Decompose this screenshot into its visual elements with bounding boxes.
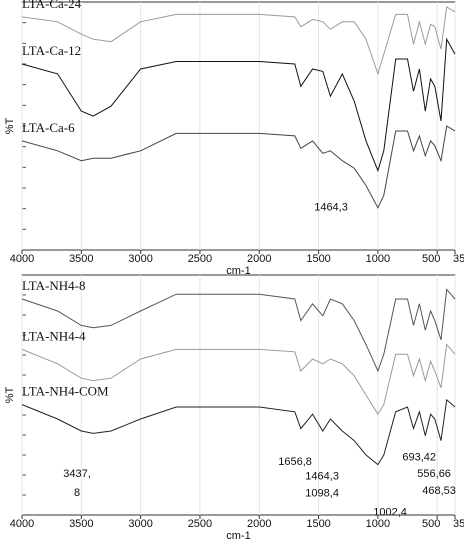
x-tick-label: 4000 [10, 253, 34, 265]
series-label: LTA-Ca-6 [22, 120, 75, 135]
annotation: 1464,3 [305, 471, 339, 483]
annotation: 1464,3 [314, 202, 348, 214]
annotation: 1098,4 [305, 487, 339, 499]
series-line [21, 125, 456, 209]
series-label: LTA-Ca-24 [22, 0, 82, 11]
x-axis-label: cm-1 [226, 265, 250, 277]
series-label: LTA-NH4-8 [22, 278, 85, 293]
x-tick-label: 500 [422, 518, 440, 530]
x-tick-label: 1000 [366, 253, 390, 265]
annotation: 1002,4 [373, 507, 407, 519]
series-line [21, 288, 456, 373]
x-tick-label: 2000 [247, 518, 271, 530]
x-tick-label: 500 [422, 253, 440, 265]
series-line [21, 398, 456, 466]
annotation: 8 [74, 487, 80, 499]
annotation: 1656,8 [278, 456, 312, 468]
x-tick-label: 3500 [69, 253, 93, 265]
x-tick-label: 1000 [366, 518, 390, 530]
x-tick-label: 3000 [128, 518, 152, 530]
x-tick-label: 3000 [128, 253, 152, 265]
annotation: 693,42 [402, 451, 436, 463]
series-label: LTA-Ca-12 [22, 43, 81, 58]
annotation: 468,53 [422, 485, 456, 497]
x-tick-label: 3500 [69, 518, 93, 530]
series-label: LTA-NH4-4 [22, 328, 86, 343]
series-line [21, 37, 456, 173]
x-tick-label: 4000 [10, 518, 34, 530]
x-axis-label: cm-1 [226, 530, 250, 542]
annotation: 556,66 [417, 468, 451, 480]
x-tick-label: 2500 [188, 518, 212, 530]
series-line [21, 6, 456, 76]
x-tick-label: 1500 [306, 253, 330, 265]
y-axis-label: %T [4, 117, 16, 134]
series-line [21, 343, 456, 416]
x-tick-label: 350 [453, 518, 464, 530]
y-axis-label: %T [4, 386, 16, 403]
annotation: 3437, [63, 468, 91, 480]
x-tick-label: 350 [453, 253, 464, 265]
x-tick-label: 2000 [247, 253, 271, 265]
x-tick-label: 1500 [306, 518, 330, 530]
series-label: LTA-NH4-COM [22, 384, 109, 399]
plot-frame [21, 1, 456, 251]
x-tick-label: 2500 [188, 253, 212, 265]
